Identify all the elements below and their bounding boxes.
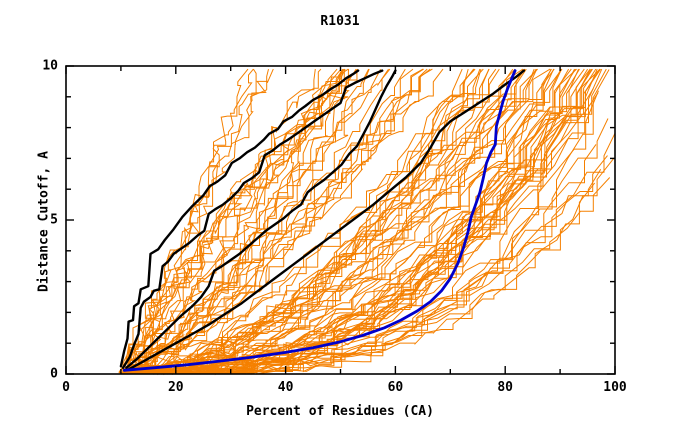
model-curve: [120, 68, 482, 375]
model-curve: [126, 68, 469, 375]
model-curve: [127, 68, 269, 373]
page-title: R1031: [320, 14, 360, 29]
reference-series-layer: [119, 69, 526, 372]
y-tick-label: 10: [42, 58, 58, 74]
x-tick-label: 80: [497, 380, 514, 395]
model-curve: [119, 68, 382, 375]
model-curve: [128, 68, 249, 373]
model-curve: [124, 68, 346, 373]
model-curve: [127, 68, 597, 374]
series-black-reference-1: [119, 69, 360, 368]
model-curve: [129, 68, 576, 375]
model-curve: [127, 68, 562, 375]
model-curve: [118, 69, 350, 373]
x-tick-label: 40: [277, 380, 294, 395]
model-curve: [118, 68, 563, 374]
model-curve: [121, 88, 594, 375]
x-axis-label: Percent of Residues (CA): [246, 404, 434, 419]
y-tick-label: 5: [50, 212, 58, 228]
x-tick-label: 0: [62, 380, 70, 395]
model-curve: [126, 182, 596, 375]
model-curve: [128, 68, 257, 373]
series-black-reference-2: [121, 69, 384, 369]
series-blue-highlight-model: [122, 69, 517, 372]
model-curve: [130, 68, 475, 374]
x-tick-label: 60: [387, 380, 404, 395]
y-tick-label: 0: [50, 366, 58, 382]
x-tick-label: 20: [167, 380, 184, 395]
model-curve: [119, 177, 611, 375]
series-black-reference-3: [125, 69, 397, 369]
model-curve: [120, 169, 602, 375]
model-curve: [127, 68, 424, 374]
x-tick-label: 100: [603, 380, 627, 395]
predictor-models-bundle: [118, 68, 616, 376]
model-curve: [126, 68, 344, 373]
model-curve: [118, 68, 349, 373]
series-black-reference-4: [127, 69, 526, 371]
model-curve: [124, 68, 526, 373]
axes-layer: [65, 65, 616, 375]
model-curve: [118, 68, 344, 373]
model-curve: [122, 68, 274, 373]
model-curve: [122, 68, 424, 374]
model-curve: [119, 68, 575, 375]
